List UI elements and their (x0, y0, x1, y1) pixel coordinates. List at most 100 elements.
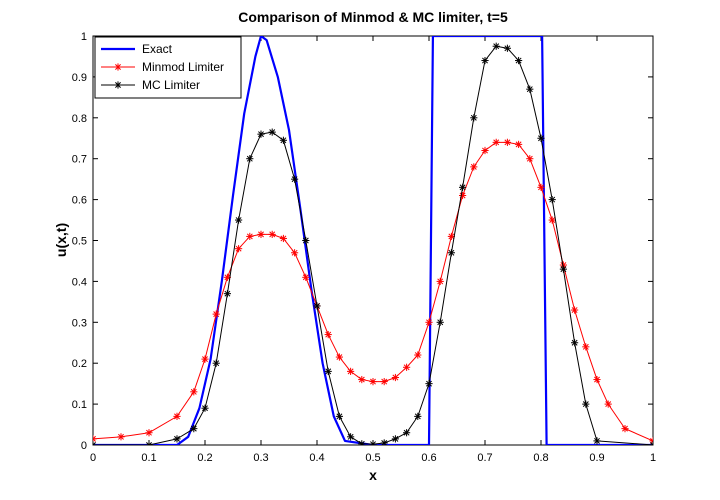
data-point (403, 363, 411, 371)
data-point (246, 155, 254, 163)
data-point (145, 441, 153, 445)
data-point (571, 306, 579, 314)
y-tick-label: 0.5 (72, 236, 87, 248)
data-point (425, 380, 433, 388)
x-axis-label: x (369, 467, 377, 483)
data-point (212, 310, 220, 318)
y-tick-label: 0.8 (72, 113, 87, 125)
legend-item-mc-limiter: MC Limiter (101, 78, 200, 92)
data-point (235, 245, 243, 253)
x-tick-label: 0.1 (141, 452, 156, 464)
data-point (459, 191, 467, 200)
data-point (537, 183, 545, 191)
x-tick-label: 0.8 (533, 452, 548, 464)
data-point (190, 388, 198, 396)
x-tick-label: 0.9 (589, 452, 604, 464)
legend-label: Minmod Limiter (142, 60, 224, 74)
data-point (649, 441, 653, 445)
series-layer (93, 36, 653, 445)
data-point (481, 146, 489, 155)
data-point (548, 196, 556, 204)
data-point (604, 400, 612, 408)
data-point (235, 216, 243, 224)
data-point (582, 400, 590, 408)
series-line-minmod-limiter (93, 141, 653, 442)
data-point (548, 216, 556, 224)
data-point (369, 440, 377, 445)
data-point (223, 290, 231, 298)
legend: Exact Minmod Limiter MC Limiter (94, 36, 242, 99)
data-point (391, 373, 399, 382)
x-tick-label: 0.3 (253, 452, 268, 464)
legend-label: MC Limiter (142, 78, 200, 92)
chart-title: Comparison of Minmod & MC limiter, t=5 (238, 9, 508, 25)
data-point (358, 440, 366, 445)
plot-area (92, 35, 654, 446)
data-point (526, 85, 534, 93)
data-point (302, 236, 310, 245)
data-point (582, 343, 590, 351)
data-point (621, 425, 629, 433)
legend-marker (114, 63, 122, 71)
y-axis-label: u(x,t) (53, 223, 69, 257)
y-tick-label: 1 (81, 31, 87, 43)
data-point (403, 429, 411, 437)
data-point (414, 412, 422, 420)
data-point (447, 232, 455, 241)
data-point (145, 429, 153, 437)
data-point (593, 437, 601, 445)
data-point (526, 155, 534, 163)
data-point (492, 42, 500, 50)
data-point (201, 355, 209, 363)
data-point (593, 375, 601, 384)
ticks: 0 0.1 0.2 0.3 0.4 0.5 0.6 0.7 0.8 0.9 1 0 0.1 0.2 0.3 0… (72, 31, 656, 464)
data-point (212, 359, 220, 367)
data-point (470, 114, 478, 122)
data-point (190, 425, 198, 433)
data-point (93, 435, 97, 443)
data-point (358, 375, 366, 384)
series-markers-mc-limiter (93, 42, 653, 445)
x-tick-label: 0.5 (365, 452, 380, 464)
data-point (324, 330, 332, 339)
y-tick-label: 0.9 (72, 72, 87, 84)
data-point (302, 273, 310, 281)
data-point (391, 435, 399, 443)
data-point (492, 138, 500, 146)
x-tick-label: 0.7 (477, 452, 492, 464)
data-point (425, 318, 433, 326)
data-point (279, 136, 287, 144)
data-point (515, 56, 523, 65)
data-point (347, 367, 355, 375)
data-point (347, 433, 355, 441)
data-point (268, 128, 276, 136)
data-point (291, 175, 299, 183)
data-point (324, 367, 332, 375)
data-point (436, 277, 444, 285)
data-point (380, 439, 388, 445)
data-point (414, 351, 422, 359)
legend-marker (114, 81, 122, 89)
data-point (117, 433, 125, 441)
data-point (93, 441, 97, 445)
data-point (279, 234, 287, 243)
series-line-exact (93, 36, 653, 445)
data-point (571, 339, 579, 347)
data-point (257, 130, 265, 138)
data-point (246, 232, 254, 241)
data-point (559, 265, 567, 273)
data-point (503, 138, 511, 146)
x-tick-label: 0.6 (421, 452, 436, 464)
x-tick-label: 0.4 (309, 452, 324, 464)
data-point (481, 56, 489, 65)
y-tick-label: 0 (81, 440, 87, 452)
data-point (335, 353, 343, 361)
data-point (470, 163, 478, 171)
data-point (201, 404, 209, 412)
data-point (380, 378, 388, 386)
data-point (369, 378, 377, 386)
data-point (335, 412, 343, 420)
y-tick-label: 0.3 (72, 317, 87, 329)
